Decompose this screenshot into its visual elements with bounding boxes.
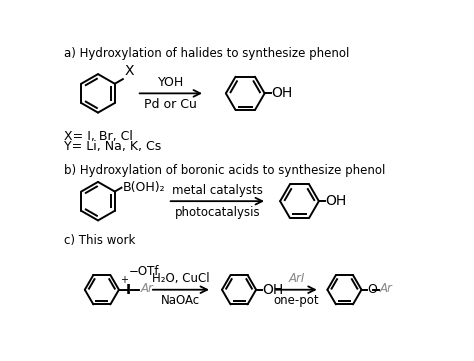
Text: OH: OH — [325, 194, 346, 208]
Text: Ar: Ar — [379, 282, 392, 295]
Text: OH: OH — [271, 86, 292, 100]
Text: photocatalysis: photocatalysis — [174, 206, 260, 219]
Text: NaOAc: NaOAc — [161, 294, 201, 307]
Text: OH: OH — [262, 283, 283, 297]
Text: metal catalysts: metal catalysts — [172, 183, 263, 196]
Text: I: I — [126, 283, 131, 297]
Text: O: O — [368, 283, 378, 296]
Text: c) This work: c) This work — [64, 234, 135, 247]
Text: H₂O, CuCl: H₂O, CuCl — [152, 272, 210, 285]
Text: YOH: YOH — [158, 76, 184, 89]
Text: one-pot: one-pot — [273, 294, 319, 307]
Text: Pd or Cu: Pd or Cu — [145, 98, 197, 111]
Text: B(OH)₂: B(OH)₂ — [122, 181, 165, 194]
Text: Ar: Ar — [141, 282, 154, 295]
Text: +: + — [120, 275, 128, 285]
Text: ArI: ArI — [288, 272, 305, 285]
Text: −OTf: −OTf — [129, 265, 159, 278]
Text: a) Hydroxylation of halides to synthesize phenol: a) Hydroxylation of halides to synthesiz… — [64, 47, 349, 60]
Text: X: X — [124, 64, 134, 78]
Text: Y= Li, Na, K, Cs: Y= Li, Na, K, Cs — [64, 140, 161, 153]
Text: X= I, Br, Cl: X= I, Br, Cl — [64, 130, 133, 143]
Text: b) Hydroxylation of boronic acids to synthesize phenol: b) Hydroxylation of boronic acids to syn… — [64, 164, 385, 177]
